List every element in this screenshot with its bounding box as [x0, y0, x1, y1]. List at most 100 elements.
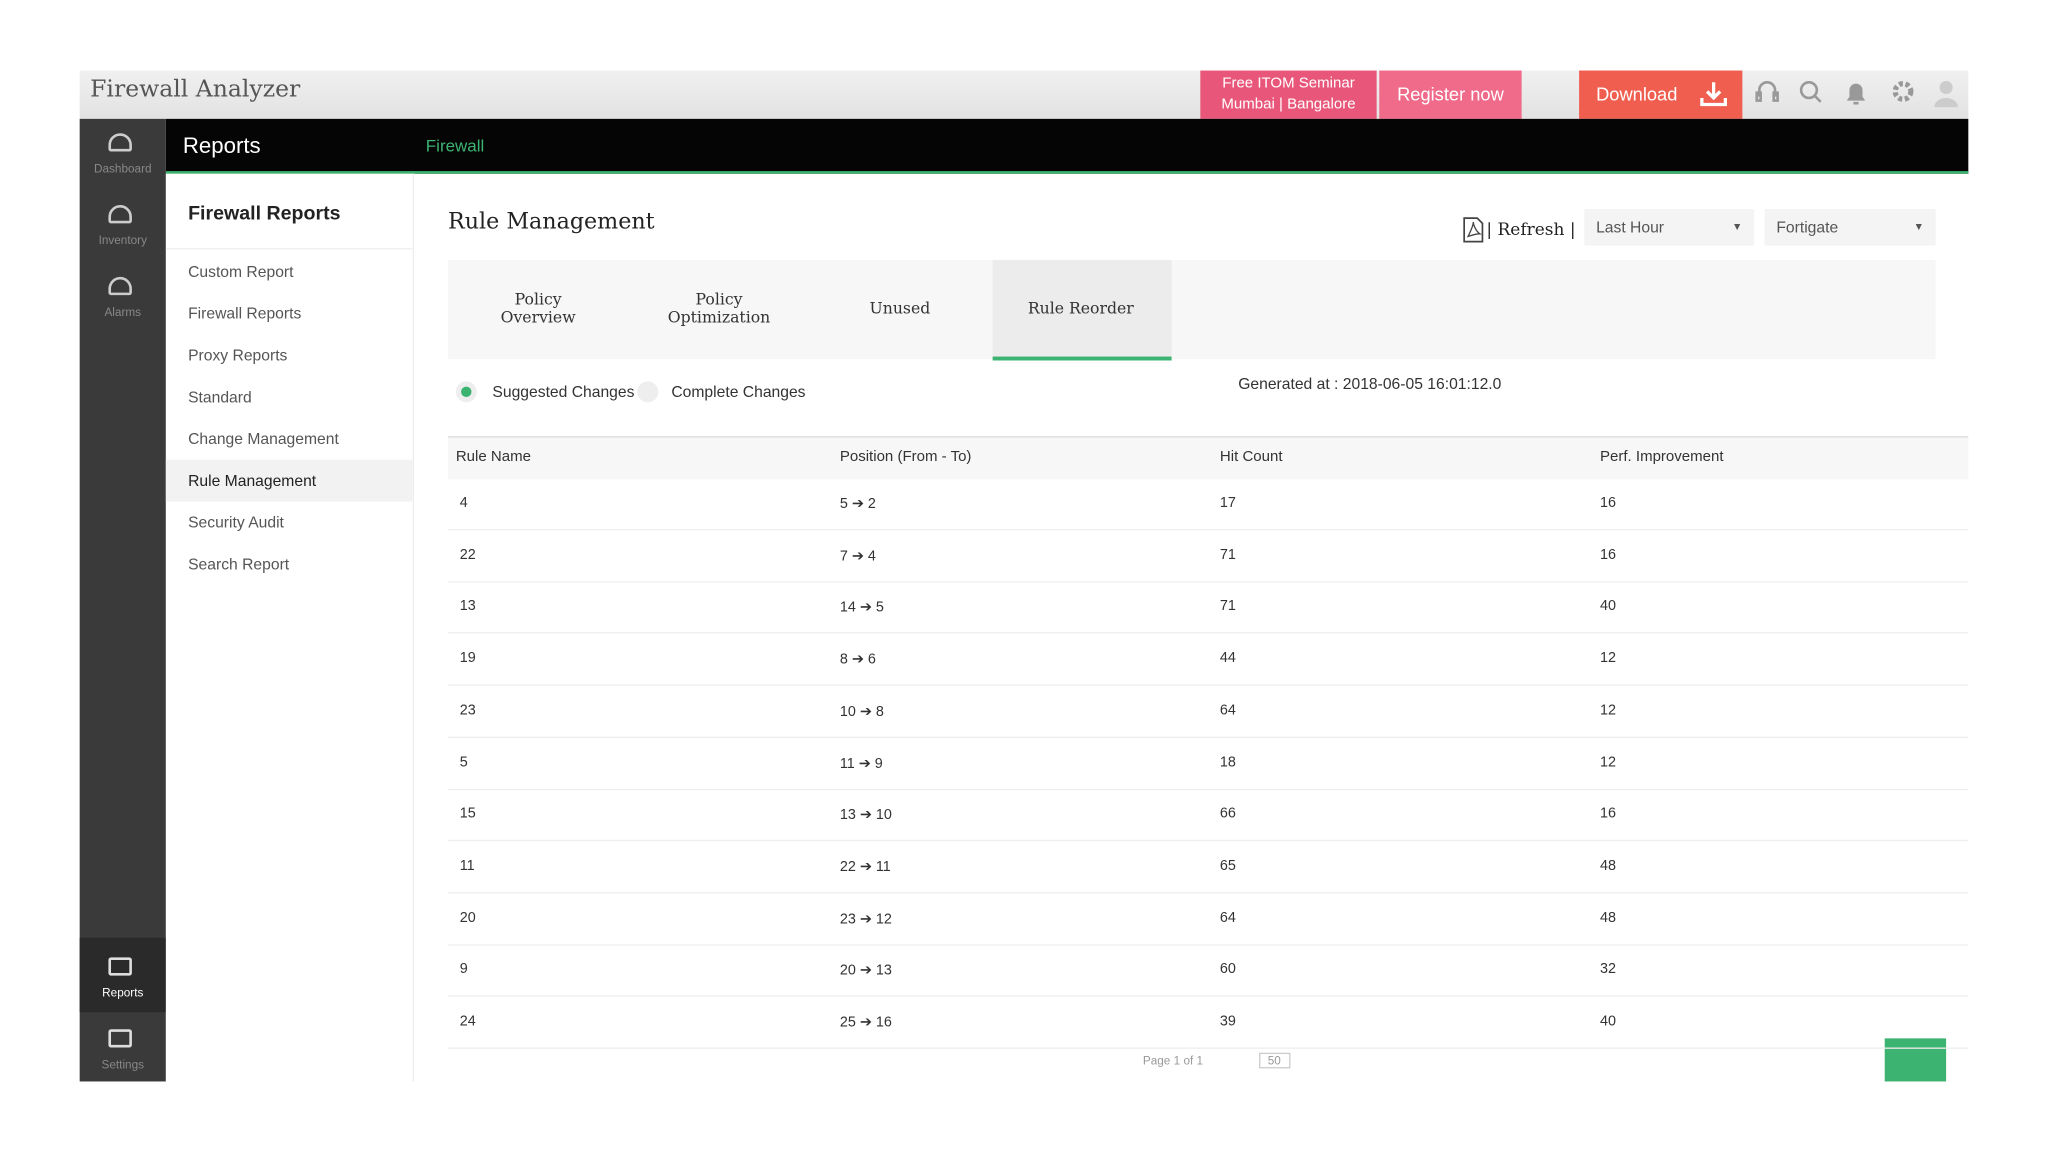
- submenu-item[interactable]: Standard: [188, 387, 252, 407]
- device-select[interactable]: Fortigate ▼: [1764, 208, 1936, 246]
- tab[interactable]: Policy Overview: [500, 289, 576, 327]
- sidebar-label[interactable]: Reports: [102, 986, 144, 1000]
- tab-active: [991, 259, 1171, 361]
- position-arrow: ➔: [855, 962, 876, 979]
- position: 14 ➔ 5: [840, 599, 884, 616]
- sidebar-icon[interactable]: [108, 276, 132, 296]
- position-to: 9: [874, 755, 883, 772]
- column-header[interactable]: Rule Name: [455, 449, 531, 465]
- sidebar-icon[interactable]: [108, 133, 132, 152]
- position-from: 7: [839, 548, 848, 564]
- refresh-link[interactable]: | Refresh |: [1486, 220, 1576, 241]
- position-from: 10: [839, 703, 856, 720]
- submenu: [165, 173, 415, 1082]
- rule-name: 24: [459, 1013, 476, 1030]
- rule-name: 22: [459, 546, 476, 563]
- position-to: 13: [875, 962, 892, 979]
- row-divider: [447, 943, 1969, 946]
- sidebar-label[interactable]: Inventory: [98, 233, 147, 247]
- radio-on[interactable]: [455, 381, 477, 403]
- pdf-icon[interactable]: [1460, 217, 1486, 243]
- tab[interactable]: Unused: [869, 299, 931, 318]
- sidebar-label[interactable]: Dashboard: [94, 161, 152, 176]
- row-divider: [447, 891, 1969, 894]
- position-arrow: ➔: [847, 651, 868, 668]
- hit-count: 44: [1219, 650, 1236, 667]
- hit-count: 64: [1219, 909, 1236, 926]
- position-to: 11: [875, 859, 891, 875]
- submenu-item[interactable]: Firewall Reports: [188, 304, 302, 323]
- row-divider: [447, 995, 1969, 997]
- sidebar-icon[interactable]: [108, 205, 132, 224]
- rule-name: 11: [459, 857, 475, 874]
- download-button[interactable]: Download: [1579, 70, 1743, 119]
- column-header[interactable]: Perf. Improvement: [1599, 449, 1724, 465]
- perf-improvement: 16: [1599, 806, 1616, 822]
- sidebar-icon[interactable]: [108, 957, 132, 976]
- perf-improvement: 48: [1599, 857, 1616, 874]
- position-arrow: ➔: [855, 859, 876, 875]
- page-title: Rule Management: [447, 208, 655, 236]
- rule-name: 13: [459, 598, 476, 615]
- pagination: Page 1 of 1 50: [1143, 1052, 1290, 1069]
- rule-name: 19: [459, 650, 476, 667]
- download-label: Download: [1596, 83, 1678, 105]
- hit-count: 64: [1219, 702, 1236, 719]
- submenu-item[interactable]: Proxy Reports: [188, 346, 288, 365]
- perf-improvement: 48: [1599, 909, 1616, 926]
- page-number: 1: [1173, 1054, 1181, 1068]
- submenu-item[interactable]: Custom Report: [188, 262, 294, 281]
- generated-at: Generated at : 2018-06-05 16:01:12.0: [1238, 374, 1502, 394]
- perf-improvement: 40: [1599, 598, 1616, 615]
- position: 10 ➔ 8: [839, 702, 884, 720]
- promo-banner[interactable]: Free ITOM Seminar Mumbai | Bangalore: [1200, 70, 1377, 119]
- sidebar-icon[interactable]: [108, 1029, 132, 1048]
- row-divider: [447, 632, 1969, 634]
- position-to: 2: [867, 496, 876, 512]
- position-from: 11: [839, 755, 855, 772]
- page-of: of 1: [1183, 1054, 1204, 1068]
- position-to: 16: [875, 1014, 892, 1031]
- sidebar-label[interactable]: Settings: [101, 1057, 145, 1072]
- hit-count: 60: [1219, 961, 1236, 978]
- per-page[interactable]: 50: [1258, 1052, 1290, 1069]
- submenu-item[interactable]: Rule Management: [188, 471, 317, 490]
- position-from: 8: [839, 651, 848, 668]
- position: 25 ➔ 16: [840, 1014, 892, 1031]
- position-arrow: ➔: [855, 911, 876, 927]
- download-icon: [1700, 82, 1728, 107]
- position-from: 14: [839, 600, 856, 616]
- hit-count: 39: [1219, 1013, 1236, 1030]
- position-from: 13: [839, 807, 856, 824]
- position: 13 ➔ 10: [840, 806, 892, 823]
- tab[interactable]: Rule Reorder: [1027, 299, 1134, 318]
- column-header[interactable]: Hit Count: [1219, 449, 1283, 465]
- column-header[interactable]: Position (From - To): [839, 449, 972, 465]
- position-from: 5: [839, 496, 848, 512]
- time-value: Last Hour: [1596, 218, 1665, 237]
- sidebar-label[interactable]: Alarms: [104, 305, 142, 319]
- breadcrumb[interactable]: Firewall: [425, 135, 485, 156]
- perf-improvement: 12: [1599, 702, 1616, 719]
- position: 22 ➔ 11: [840, 858, 891, 875]
- position-arrow: ➔: [847, 496, 868, 512]
- time-select[interactable]: Last Hour ▼: [1584, 208, 1755, 246]
- submenu-item[interactable]: Change Management: [188, 429, 339, 448]
- rule-name: 20: [459, 909, 476, 926]
- submenu-title: Firewall Reports: [188, 202, 341, 225]
- radio-off[interactable]: [637, 381, 659, 403]
- position-arrow: ➔: [855, 600, 876, 616]
- position-to: 12: [875, 911, 892, 927]
- hit-count: 71: [1219, 546, 1236, 563]
- row-divider: [447, 1047, 1969, 1049]
- perf-improvement: 40: [1599, 1013, 1616, 1030]
- tab[interactable]: Policy Optimization: [667, 289, 771, 327]
- register-button[interactable]: Register now: [1379, 70, 1522, 119]
- position-to: 5: [875, 600, 884, 616]
- chat-button[interactable]: [1884, 1038, 1947, 1082]
- submenu-item[interactable]: Search Report: [188, 555, 290, 574]
- submenu-item[interactable]: Security Audit: [188, 513, 284, 532]
- submenu-divider: [165, 248, 413, 250]
- header-icons[interactable]: [1750, 76, 1959, 113]
